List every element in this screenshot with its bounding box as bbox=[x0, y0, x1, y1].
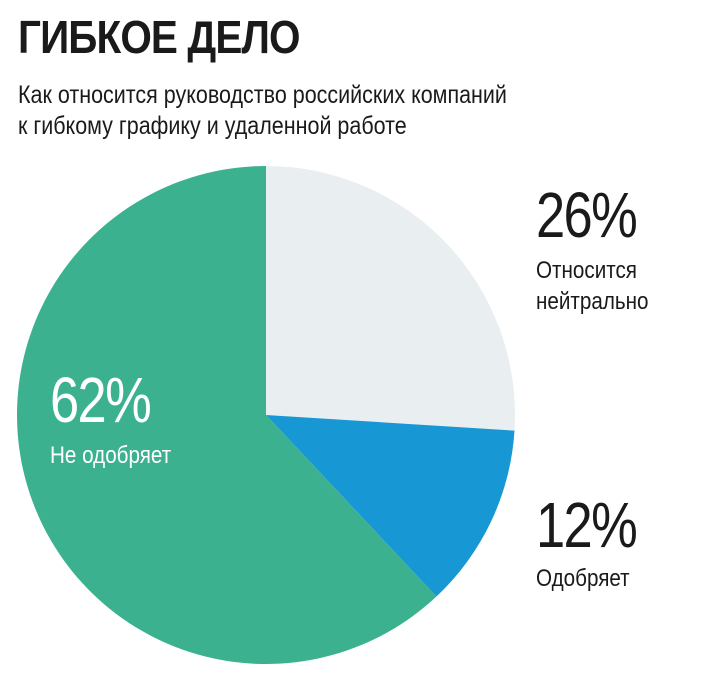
chart-subtitle: Как относится руководство российских ком… bbox=[18, 80, 507, 142]
label-disapprove: 62% Не одобряет bbox=[50, 368, 191, 471]
label-approve-percent: 12% bbox=[536, 489, 638, 561]
label-neutral-text-1: Относится bbox=[536, 257, 637, 284]
label-neutral-percent: 26% bbox=[536, 179, 638, 251]
pie-slice-approve bbox=[266, 415, 515, 597]
subtitle-line-2: к гибкому графику и удаленной работе bbox=[18, 112, 407, 140]
label-approve-text-1: Одобряет bbox=[536, 565, 630, 592]
chart-title: ГИБКОЕ ДЕЛО bbox=[18, 11, 301, 63]
pie-slice-disapprove bbox=[16, 166, 437, 664]
label-disapprove-text-1: Не одобряет bbox=[50, 442, 172, 469]
subtitle-line-1: Как относится руководство российских ком… bbox=[18, 81, 507, 109]
label-approve: 12% Одобряет bbox=[536, 493, 658, 594]
label-neutral: 26% Относится нейтрально bbox=[536, 183, 667, 317]
label-disapprove-percent: 62% bbox=[50, 364, 152, 436]
pie-slice-neutral bbox=[266, 166, 515, 431]
label-neutral-text-2: нейтрально bbox=[536, 288, 649, 315]
